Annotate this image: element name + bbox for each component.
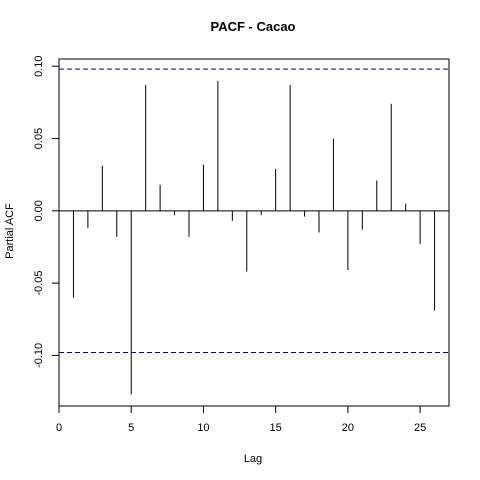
x-tick-label: 20 [342,422,354,434]
x-tick-label: 15 [270,422,282,434]
y-axis-label: Partial ACF [4,203,16,259]
pacf-bars [72,80,436,395]
plot-frame [58,58,450,407]
confidence-bounds [59,68,449,354]
y-tick-label: 0.00 [33,200,45,221]
y-tick-label: -0.05 [33,271,45,296]
x-tick-label: 25 [414,422,426,434]
x-tick-label: 10 [197,422,209,434]
y-tick-label: 0.05 [33,128,45,149]
chart-title: PACF - Cacao [211,19,296,34]
y-tick-label: 0.10 [33,56,45,77]
x-axis: 0 5 10 15 20 25 [56,406,426,434]
x-tick-label: 5 [128,422,134,434]
x-tick-label: 0 [56,422,62,434]
y-tick-label: -0.10 [33,343,45,368]
x-axis-label: Lag [244,453,262,465]
y-axis: -0.10 -0.05 0.00 0.05 0.10 [33,56,59,368]
